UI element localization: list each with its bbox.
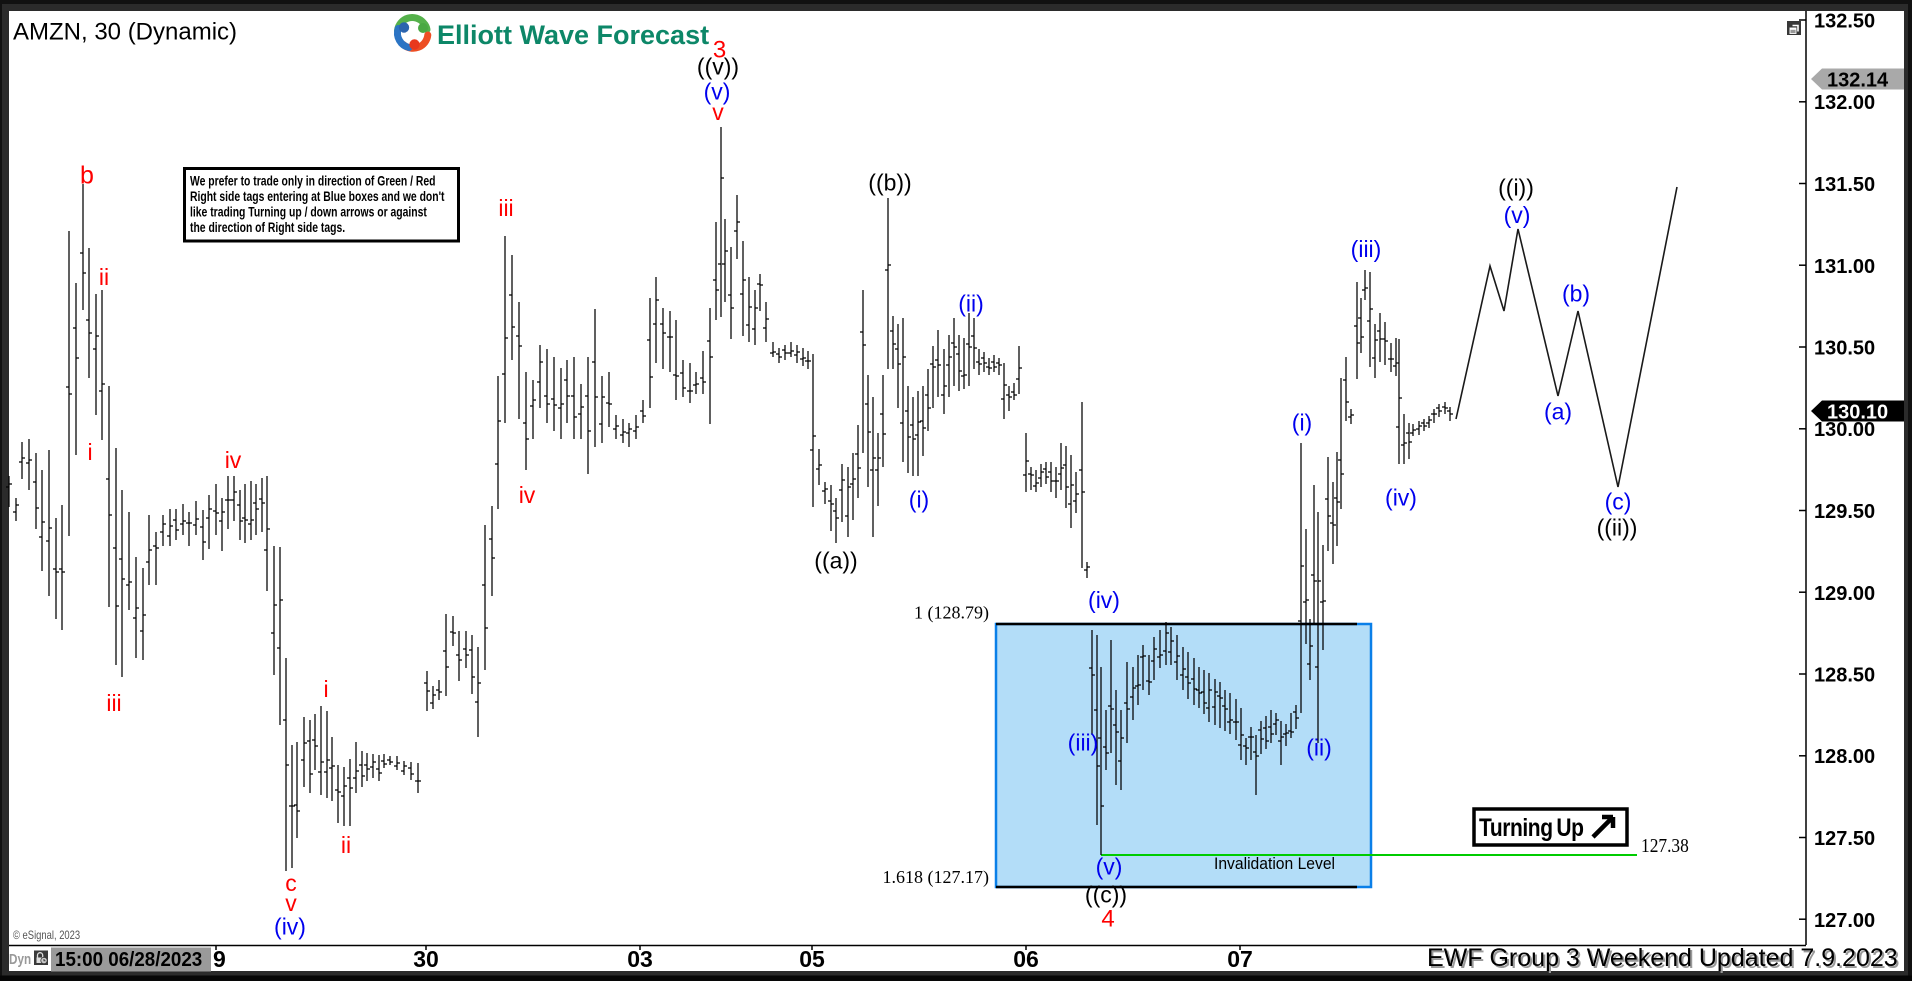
svg-text:(iv): (iv) [1385, 485, 1417, 511]
svg-text:the direction of Right side ta: the direction of Right side tags. [190, 220, 345, 236]
svg-text:1.618 (127.17): 1.618 (127.17) [883, 867, 990, 888]
svg-text:4: 4 [1101, 906, 1114, 933]
svg-text:131.00: 131.00 [1814, 256, 1875, 278]
svg-text:129.50: 129.50 [1814, 501, 1875, 523]
svg-text:iv: iv [225, 447, 242, 473]
svg-text:((i)): ((i)) [1498, 175, 1534, 201]
svg-text:like trading Turning up / down: like trading Turning up / down arrows or… [190, 204, 427, 220]
svg-text:3: 3 [713, 37, 726, 64]
svg-text:((a)): ((a)) [814, 548, 857, 574]
svg-text:05: 05 [799, 946, 825, 972]
svg-text:127.00: 127.00 [1814, 910, 1875, 932]
svg-text:(i): (i) [909, 487, 929, 513]
svg-text:(iii): (iii) [1351, 236, 1382, 262]
svg-text:Invalidation Level: Invalidation Level [1214, 855, 1335, 873]
svg-text:((v)): ((v)) [697, 54, 739, 80]
svg-text:EWF Group 3 Weekend Updated 7.: EWF Group 3 Weekend Updated 7.9.2023 [1427, 944, 1898, 972]
svg-text:ii: ii [341, 832, 351, 858]
svg-text:(iv): (iv) [274, 914, 306, 940]
svg-text:130.00: 130.00 [1814, 419, 1875, 441]
svg-text:v: v [285, 890, 297, 916]
svg-text:127.50: 127.50 [1814, 828, 1875, 850]
svg-text:(v): (v) [704, 79, 731, 105]
svg-text:((c)): ((c)) [1085, 882, 1127, 908]
svg-text:131.50: 131.50 [1814, 174, 1875, 196]
svg-text:Elliott Wave Forecast: Elliott Wave Forecast [437, 20, 709, 50]
svg-text:06: 06 [1013, 946, 1039, 972]
svg-text:(v): (v) [1096, 854, 1123, 880]
svg-text:(iv): (iv) [1088, 587, 1120, 613]
svg-text:i: i [87, 439, 92, 465]
svg-text:132.50: 132.50 [1814, 11, 1875, 33]
svg-text:iii: iii [498, 195, 513, 221]
svg-text:130.50: 130.50 [1814, 338, 1875, 360]
svg-text:Dyn: Dyn [9, 951, 31, 968]
svg-text:132.00: 132.00 [1814, 92, 1875, 114]
svg-text:129.00: 129.00 [1814, 583, 1875, 605]
svg-text:127.38: 127.38 [1641, 835, 1689, 857]
svg-text:128.50: 128.50 [1814, 665, 1875, 687]
svg-text:v: v [712, 99, 724, 125]
svg-text:(iii): (iii) [1068, 730, 1099, 756]
svg-text:Turning Up: Turning Up [1479, 813, 1584, 841]
svg-text:((ii)): ((ii)) [1597, 515, 1638, 541]
svg-text:1 (128.79): 1 (128.79) [914, 603, 989, 624]
svg-text:(ii): (ii) [1306, 735, 1332, 761]
svg-text:i: i [323, 676, 328, 702]
svg-text:c: c [285, 870, 297, 896]
svg-text:(i): (i) [1292, 410, 1312, 436]
svg-text:9: 9 [213, 946, 226, 972]
svg-text:(v): (v) [1504, 202, 1531, 228]
svg-text:iii: iii [106, 690, 121, 716]
svg-text:b: b [80, 162, 94, 190]
svg-text:128.00: 128.00 [1814, 746, 1875, 768]
svg-text:((b)): ((b)) [868, 170, 911, 196]
svg-text:AMZN, 30 (Dynamic): AMZN, 30 (Dynamic) [13, 19, 237, 46]
svg-text:Right side tags entering at Bl: Right side tags entering at Blue boxes a… [190, 189, 445, 205]
svg-text:© eSignal, 2023: © eSignal, 2023 [13, 929, 80, 942]
svg-text:(ii): (ii) [958, 291, 984, 317]
svg-text:EWF Group 3 Weekend Updated 7.: EWF Group 3 Weekend Updated 7.9.2023 [1429, 946, 1900, 974]
svg-text:03: 03 [627, 946, 653, 972]
svg-text:07: 07 [1227, 946, 1253, 972]
svg-text:130.10: 130.10 [1827, 402, 1888, 424]
svg-text:15:00 06/28/2023: 15:00 06/28/2023 [55, 948, 202, 971]
svg-text:(a): (a) [1544, 399, 1572, 425]
svg-text:(c): (c) [1605, 489, 1632, 515]
svg-text:ii: ii [99, 264, 109, 290]
svg-text:30: 30 [413, 946, 439, 972]
svg-text:We prefer to trade only in dir: We prefer to trade only in direction of … [190, 173, 436, 189]
svg-text:iv: iv [519, 482, 536, 508]
svg-text:(b): (b) [1562, 281, 1590, 307]
svg-text:132.14: 132.14 [1827, 70, 1889, 92]
